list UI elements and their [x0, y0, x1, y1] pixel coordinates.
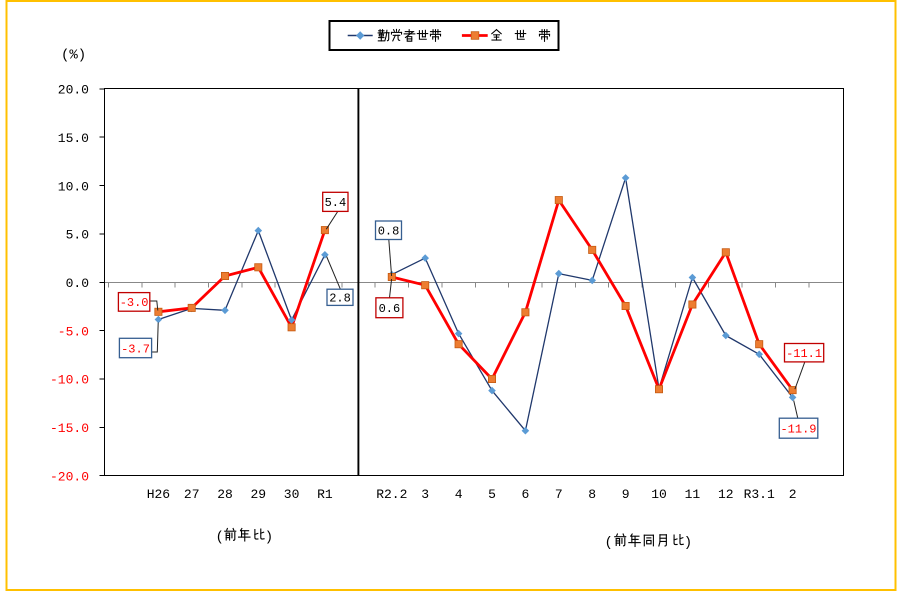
svg-text:12: 12 [718, 487, 734, 502]
svg-text:-20.0: -20.0 [50, 469, 89, 484]
svg-text:28: 28 [217, 487, 233, 502]
svg-text:R2.2: R2.2 [376, 487, 407, 502]
svg-text:9: 9 [622, 487, 630, 502]
svg-text:7: 7 [555, 487, 563, 502]
svg-text:H26: H26 [147, 487, 170, 502]
svg-text:-5.0: -5.0 [58, 324, 89, 339]
svg-text:5.0: 5.0 [66, 228, 89, 243]
svg-text:(: ( [605, 535, 613, 551]
svg-text:): ) [684, 535, 692, 551]
svg-text:29: 29 [250, 487, 266, 502]
svg-text:(: ( [216, 530, 224, 546]
svg-text:-11.9: -11.9 [780, 423, 816, 437]
svg-text:0.0: 0.0 [66, 276, 89, 291]
svg-text:2: 2 [789, 487, 797, 502]
svg-text:-15.0: -15.0 [50, 421, 89, 436]
svg-text:0.8: 0.8 [378, 225, 400, 239]
svg-text:27: 27 [184, 487, 200, 502]
svg-text:(%): (%) [61, 48, 86, 64]
svg-text:-3.0: -3.0 [120, 296, 149, 310]
svg-text:0.6: 0.6 [379, 302, 401, 316]
svg-text:3: 3 [421, 487, 429, 502]
svg-text:R1: R1 [317, 487, 333, 502]
svg-text:30: 30 [284, 487, 300, 502]
svg-text:4: 4 [455, 487, 463, 502]
svg-text:): ) [265, 530, 273, 546]
svg-text:8: 8 [588, 487, 596, 502]
svg-text:-10.0: -10.0 [50, 373, 89, 388]
svg-text:R3.1: R3.1 [744, 487, 775, 502]
svg-text:-11.1: -11.1 [786, 347, 822, 361]
svg-text:5: 5 [488, 487, 496, 502]
svg-text:11: 11 [685, 487, 701, 502]
svg-text:10.0: 10.0 [58, 179, 89, 194]
svg-text:2.8: 2.8 [329, 292, 351, 306]
svg-text:20.0: 20.0 [58, 83, 89, 98]
svg-text:5.4: 5.4 [325, 196, 347, 210]
svg-text:10: 10 [651, 487, 667, 502]
svg-text:-3.7: -3.7 [121, 342, 150, 356]
svg-text:15.0: 15.0 [58, 131, 89, 146]
svg-text:6: 6 [521, 487, 529, 502]
